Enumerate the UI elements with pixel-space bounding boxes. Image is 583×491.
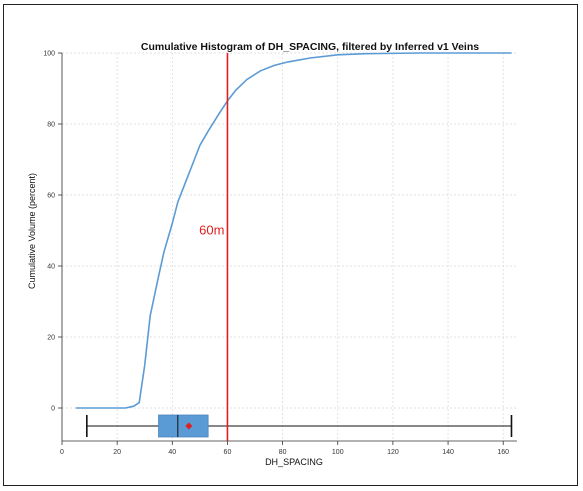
chart-frame: 0 20 40 60 80 100 0 20 40 60 80 100 120 140 160 60m Cu… [3, 4, 578, 486]
grid [61, 52, 517, 441]
y-tick-label: 80 [47, 122, 55, 129]
x-tick-label: 120 [387, 449, 399, 456]
reference-line-label: 60m [199, 223, 224, 238]
x-tick-label: 80 [279, 449, 287, 456]
y-axis-label: Cumulative Volume (percent) [27, 173, 37, 289]
y-tick-label: 0 [51, 406, 55, 413]
axes: 0 20 40 60 80 100 0 20 40 60 80 100 120 140 160 [43, 51, 517, 456]
cumulative-histogram-chart: 0 20 40 60 80 100 0 20 40 60 80 100 120 140 160 60m Cu… [27, 41, 517, 467]
y-tick-label: 60 [47, 193, 55, 200]
y-tick-label: 20 [47, 335, 55, 342]
x-tick-label: 40 [168, 449, 176, 456]
series [75, 52, 512, 409]
x-tick-label: 20 [113, 449, 121, 456]
x-tick-label: 160 [497, 449, 509, 456]
y-tick-label: 100 [43, 51, 55, 58]
boxplot [86, 414, 513, 438]
x-tick-label: 60 [224, 449, 232, 456]
reference-line-group: 60m [199, 53, 229, 441]
y-tick-label: 40 [47, 264, 55, 271]
boxplot-iqr-box [158, 414, 209, 438]
x-tick-label: 100 [332, 449, 344, 456]
chart-title: Cumulative Histogram of DH_SPACING, filt… [141, 41, 479, 53]
x-tick-label: 0 [60, 449, 64, 456]
boxplot-mean-marker [185, 422, 193, 430]
cumulative-volume-line [75, 52, 512, 409]
x-axis-label: DH_SPACING [265, 457, 323, 467]
x-tick-label: 140 [442, 449, 454, 456]
